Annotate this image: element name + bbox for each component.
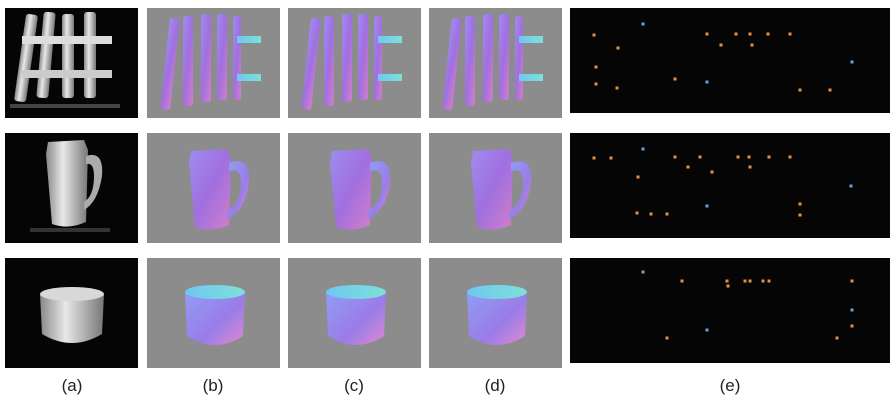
event-dot bbox=[850, 185, 853, 188]
event-dot bbox=[726, 280, 729, 283]
event-dot bbox=[637, 176, 640, 179]
caption: (a) bbox=[62, 376, 83, 395]
event-dot bbox=[744, 280, 747, 283]
event-dot bbox=[727, 285, 730, 288]
event-dot bbox=[836, 337, 839, 340]
event-dot bbox=[666, 337, 669, 340]
event-panel bbox=[570, 133, 890, 238]
event-dot bbox=[706, 33, 709, 36]
event-dot bbox=[699, 156, 702, 159]
event-dot bbox=[593, 34, 596, 37]
event-dot bbox=[706, 329, 709, 332]
event-dot bbox=[636, 212, 639, 215]
event-dot bbox=[749, 33, 752, 36]
event-dot bbox=[789, 156, 792, 159]
event-dot bbox=[674, 78, 677, 81]
event-panel bbox=[570, 8, 890, 113]
event-dot bbox=[674, 156, 677, 159]
event-dot bbox=[642, 271, 645, 274]
event-dot bbox=[789, 33, 792, 36]
event-dot bbox=[681, 280, 684, 283]
event-dot bbox=[749, 166, 752, 169]
event-dot bbox=[851, 325, 854, 328]
event-dot bbox=[593, 157, 596, 160]
event-dot bbox=[642, 23, 645, 26]
event-dot bbox=[595, 66, 598, 69]
normal-maps bbox=[147, 8, 562, 368]
event-dot bbox=[851, 309, 854, 312]
event-dot bbox=[767, 33, 770, 36]
event-dot bbox=[595, 83, 598, 86]
event-dot bbox=[799, 214, 802, 217]
caption: (e) bbox=[720, 376, 741, 395]
event-dot bbox=[616, 87, 619, 90]
bowl-photo bbox=[40, 287, 104, 343]
event-dot bbox=[706, 205, 709, 208]
event-panel bbox=[570, 258, 890, 363]
event-dot bbox=[650, 213, 653, 216]
caption: (d) bbox=[485, 376, 506, 395]
event-dot bbox=[610, 157, 613, 160]
event-dot bbox=[799, 203, 802, 206]
event-dot bbox=[749, 280, 752, 283]
event-dot bbox=[735, 33, 738, 36]
event-dot bbox=[617, 47, 620, 50]
caption: (b) bbox=[203, 376, 224, 395]
event-dot bbox=[799, 89, 802, 92]
event-dot bbox=[851, 61, 854, 64]
event-dot bbox=[768, 156, 771, 159]
event-dot bbox=[851, 280, 854, 283]
event-dot bbox=[768, 280, 771, 283]
caption: (c) bbox=[344, 376, 364, 395]
event-dot bbox=[748, 156, 751, 159]
event-dot bbox=[720, 44, 723, 47]
event-dot bbox=[737, 156, 740, 159]
event-dot bbox=[751, 44, 754, 47]
event-dot bbox=[666, 213, 669, 216]
event-dot bbox=[829, 89, 832, 92]
event-dot bbox=[642, 148, 645, 151]
event-dot bbox=[687, 166, 690, 169]
figure: (a) (b) (c) (d) (e) bbox=[0, 0, 896, 405]
event-dot bbox=[762, 280, 765, 283]
event-dot bbox=[706, 81, 709, 84]
event-dot bbox=[711, 171, 714, 174]
